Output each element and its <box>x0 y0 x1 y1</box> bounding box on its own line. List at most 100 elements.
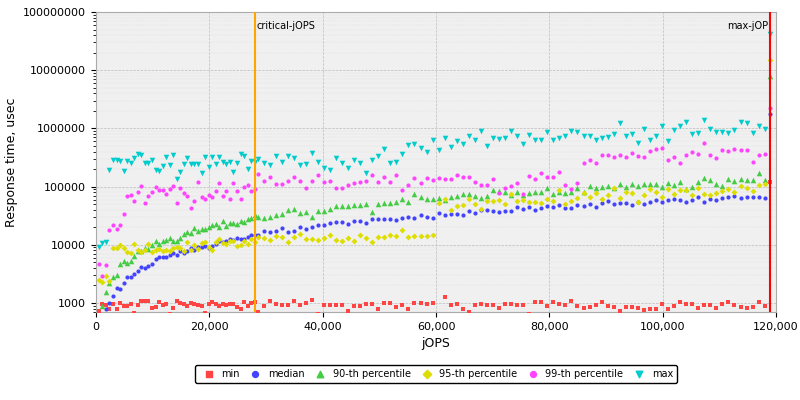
Point <box>462 191 475 197</box>
Point <box>93 261 106 267</box>
Point <box>142 245 155 252</box>
Point <box>710 304 722 311</box>
Point <box>535 136 548 143</box>
Point <box>698 174 710 181</box>
Point <box>170 252 183 258</box>
Point <box>93 244 106 250</box>
Point <box>746 130 759 136</box>
Point <box>195 244 208 251</box>
Point <box>469 302 482 308</box>
Point <box>188 242 201 248</box>
Point <box>674 187 686 193</box>
Point <box>227 238 240 245</box>
Point <box>505 301 518 308</box>
Point <box>270 153 282 159</box>
Point <box>686 131 698 138</box>
Point <box>529 136 542 143</box>
Point <box>103 279 116 286</box>
Point <box>656 194 669 200</box>
Point <box>118 280 130 286</box>
Point <box>114 222 126 228</box>
Point <box>728 178 741 184</box>
Point <box>146 242 158 248</box>
Point <box>142 193 155 200</box>
Point <box>245 236 258 242</box>
Point <box>656 301 669 308</box>
Point <box>156 187 169 193</box>
Point <box>643 306 656 313</box>
Point <box>650 133 662 139</box>
Point <box>366 301 378 307</box>
Point <box>245 158 258 164</box>
Point <box>547 174 560 180</box>
Point <box>619 189 632 196</box>
Point <box>257 235 270 242</box>
Point <box>348 202 361 208</box>
Point <box>420 196 433 202</box>
Point <box>234 242 247 249</box>
Point <box>456 141 469 147</box>
Point <box>590 137 602 143</box>
Point <box>121 192 134 199</box>
Point <box>384 232 397 238</box>
Point <box>241 240 254 247</box>
Point <box>559 302 572 309</box>
Point <box>535 170 548 176</box>
Point <box>571 129 584 136</box>
Point <box>198 154 211 160</box>
Point <box>414 212 427 218</box>
Point <box>510 301 523 308</box>
Point <box>758 302 771 309</box>
Point <box>565 189 578 195</box>
Point <box>178 248 190 254</box>
Y-axis label: Response time, usec: Response time, usec <box>5 97 18 227</box>
Point <box>444 144 457 150</box>
Point <box>444 302 457 308</box>
Point <box>692 178 705 185</box>
Point <box>128 241 141 247</box>
Point <box>146 157 158 163</box>
Point <box>595 196 608 202</box>
Point <box>206 243 218 249</box>
Point <box>420 148 433 155</box>
Point <box>110 306 123 312</box>
Point <box>163 162 176 168</box>
Point <box>178 300 190 307</box>
Point <box>595 184 608 190</box>
Point <box>668 154 681 160</box>
Point <box>135 298 148 304</box>
Point <box>638 192 650 198</box>
Point <box>257 177 270 184</box>
Point <box>626 190 638 196</box>
Point <box>185 300 198 306</box>
Point <box>602 134 614 140</box>
Point <box>432 313 445 320</box>
Point <box>153 240 166 247</box>
Point <box>106 156 119 163</box>
Point <box>716 188 729 194</box>
Point <box>553 186 566 193</box>
Point <box>456 191 469 198</box>
Point <box>156 302 169 308</box>
Point <box>626 149 638 156</box>
Point <box>213 303 226 309</box>
Point <box>153 254 166 260</box>
Point <box>372 200 385 207</box>
Point <box>299 300 312 306</box>
Point <box>590 301 602 308</box>
Point <box>198 239 211 245</box>
Point <box>342 182 354 188</box>
Point <box>498 189 511 195</box>
Point <box>734 304 747 310</box>
Point <box>402 182 415 188</box>
Point <box>178 230 190 237</box>
Point <box>510 132 523 139</box>
Point <box>135 249 148 255</box>
Point <box>522 132 535 138</box>
Point <box>420 233 433 239</box>
Point <box>716 301 729 307</box>
Point <box>202 300 215 307</box>
Point <box>680 119 693 126</box>
Point <box>223 301 236 308</box>
Point <box>170 298 183 304</box>
